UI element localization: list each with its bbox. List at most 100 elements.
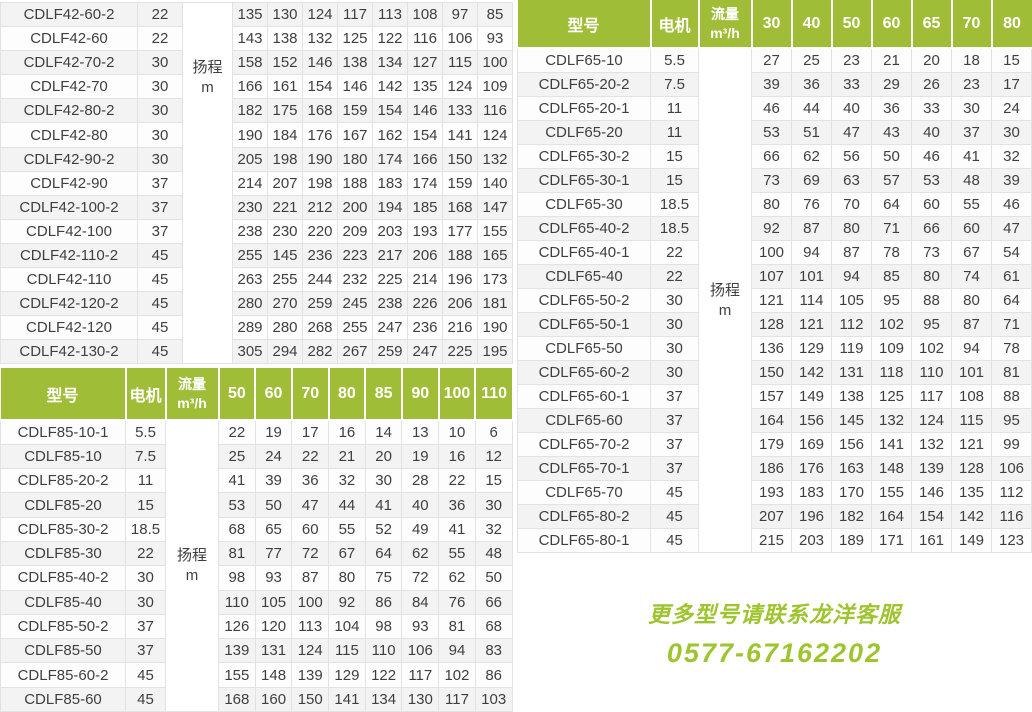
head-value-cell: 87: [831, 239, 872, 265]
head-value-cell: 124: [911, 408, 952, 434]
head-value-cell: 57: [871, 167, 912, 193]
head-value-cell: 100: [751, 239, 792, 265]
table-row: CDLF42-100-2 37 230 221 212 200 194 185 168 147: [0, 194, 513, 220]
head-value-cell: 66: [474, 589, 513, 615]
motor-power-cell: 45: [650, 528, 699, 554]
head-value-cell: 170: [831, 480, 872, 506]
head-value-cell: 86: [474, 662, 513, 688]
column-header-flow-value: 50: [217, 368, 256, 421]
head-value-cell: 117: [337, 1, 373, 28]
head-value-cell: 146: [302, 50, 338, 76]
motor-power-cell: 18.5: [650, 191, 699, 217]
table-row: CDLF85-10-1 5.5 扬程 m 22 19 17 16 14 13 10 6: [0, 419, 513, 712]
head-value-cell: 131: [254, 638, 293, 664]
head-value-cell: 220: [302, 218, 338, 244]
column-header-flow-value: 70: [950, 0, 992, 49]
head-value-cell: 117: [438, 686, 476, 712]
table-row: CDLF42-100 37 238 230 220 209 203 193 177 155: [0, 218, 513, 244]
head-value-cell: 95: [911, 312, 952, 338]
head-value-cell: 112: [991, 480, 1032, 506]
model-cell: CDLF65-20-2: [517, 71, 651, 97]
head-value-cell: 238: [372, 291, 408, 317]
head-value-cell: 150: [751, 360, 792, 386]
motor-power-cell: 37: [125, 613, 166, 640]
head-value-cell: 154: [911, 504, 952, 530]
table-row: CDLF85-50 37 139 131 124 115 110 106 94 83: [0, 638, 513, 664]
table-row: CDLF65-70-2 37 179 169 156 141 132 121 99: [517, 432, 1032, 458]
head-value-cell: 39: [254, 468, 293, 494]
head-value-cell: 60: [291, 516, 330, 542]
head-value-cell: 110: [218, 589, 256, 615]
head-value-cell: 113: [291, 613, 330, 640]
head-value-cell: 159: [442, 170, 478, 196]
head-value-cell: 206: [442, 291, 478, 317]
head-value-cell: 25: [218, 443, 256, 470]
column-header-flow-value: 85: [364, 368, 402, 421]
head-value-cell: 102: [911, 336, 952, 362]
head-value-cell: 145: [267, 242, 303, 269]
head-value-cell: 56: [831, 143, 872, 169]
head-value-cell: 113: [372, 1, 408, 28]
head-value-cell: 50: [474, 565, 513, 591]
motor-power-cell: 30: [137, 98, 183, 124]
pump-table-cdlf85: 型号 电机 流量 m³/h 50 60 70 80 85 90 100 110 CDLF85-10-1 5…: [0, 368, 513, 712]
head-value-cell: 55: [951, 191, 992, 217]
head-value-cell: 46: [911, 143, 952, 169]
head-value-cell: 37: [951, 119, 992, 145]
head-value-cell: 30: [991, 119, 1032, 145]
head-value-cell: 255: [267, 267, 303, 293]
head-value-cell: 50: [871, 143, 912, 169]
head-value-cell: 225: [372, 267, 408, 293]
table-row: CDLF42-110 45 263 255 244 232 225 214 196 173: [0, 267, 513, 293]
head-value-cell: 93: [401, 613, 440, 640]
head-value-cell: 125: [337, 26, 373, 52]
head-value-cell: 53: [218, 492, 256, 518]
motor-power-cell: 18.5: [125, 516, 166, 542]
head-value-cell: 225: [442, 339, 478, 365]
model-cell: CDLF42-90-2: [0, 146, 138, 172]
table-row: CDLF42-80 30 190 184 176 167 162 154 141 124: [0, 122, 513, 148]
head-value-cell: 146: [911, 480, 952, 506]
head-value-cell: 164: [871, 504, 912, 530]
head-value-cell: 133: [442, 98, 478, 124]
motor-power-cell: 22: [125, 540, 166, 567]
head-value-cell: 94: [438, 638, 476, 664]
head-value-cell: 103: [474, 686, 513, 712]
head-value-cell: 146: [407, 98, 443, 124]
head-value-cell: 106: [401, 638, 440, 664]
head-value-cell: 216: [442, 315, 478, 341]
head-value-cell: 101: [951, 360, 992, 386]
head-value-cell: 214: [232, 170, 268, 196]
head-value-cell: 69: [791, 167, 832, 193]
head-value-cell: 36: [871, 95, 912, 121]
head-value-cell: 115: [328, 638, 366, 664]
model-cell: CDLF65-80-1: [517, 528, 651, 554]
table-row: CDLF65-30-2 15 66 62 56 50 46 41 32: [517, 143, 1032, 169]
head-value-cell: 116: [991, 504, 1032, 530]
table-row: CDLF42-60 22 143 138 132 125 122 116 106 93: [0, 26, 513, 52]
head-value-cell: 85: [871, 263, 912, 289]
model-cell: CDLF85-10: [0, 443, 126, 470]
head-value-cell: 32: [328, 468, 366, 494]
lift-head-label: 扬程 m: [184, 58, 232, 98]
lift-label-line1: 扬程: [709, 281, 740, 299]
motor-power-cell: 45: [137, 242, 183, 269]
head-value-cell: 107: [751, 263, 792, 289]
table-row: CDLF42-70-2 30 158 152 146 138 134 127 115 100: [0, 50, 513, 76]
table-row: CDLF65-30 18.5 80 76 70 64 60 55 46: [517, 191, 1032, 217]
motor-power-cell: 11: [125, 468, 166, 494]
pump-table-cdlf85-wrapper: 型号 电机 流量 m³/h 50 60 70 80 85 90 100 110 CDLF85-10-1 5…: [0, 368, 513, 712]
table-row: CDLF65-50-2 30 121 114 105 95 88 80 64: [517, 287, 1032, 314]
head-value-cell: 179: [751, 432, 792, 458]
pump-table-cdlf42-wrapper: CDLF42-60-2 22 扬程 m 135 130 124 117 113 108 97 85 CD…: [0, 1, 513, 365]
head-value-cell: 122: [372, 26, 408, 52]
head-value-cell: 196: [791, 504, 832, 530]
head-value-cell: 39: [751, 71, 792, 97]
head-value-cell: 236: [407, 315, 443, 341]
head-value-cell: 236: [302, 242, 338, 269]
head-value-cell: 80: [751, 191, 792, 217]
head-value-cell: 32: [474, 516, 513, 542]
head-value-cell: 88: [991, 384, 1032, 410]
head-value-cell: 15: [991, 47, 1032, 73]
table-row: CDLF65-20-1 11 46 44 40 36 33 30 24: [517, 95, 1032, 121]
